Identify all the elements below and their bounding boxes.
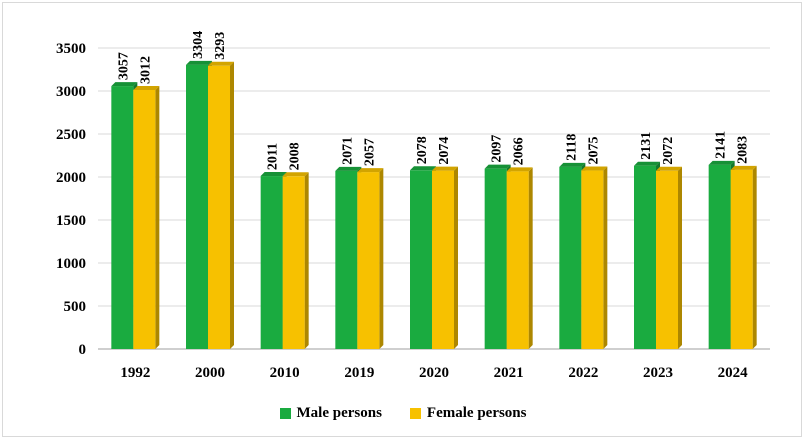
- bar-side: [230, 61, 234, 349]
- data-label: 3293: [213, 32, 228, 60]
- bar-top: [357, 168, 384, 173]
- legend-item-female: Female persons: [409, 404, 527, 422]
- bar-side: [304, 172, 309, 349]
- bar-top: [634, 161, 660, 166]
- y-tick-label: 1500: [56, 213, 86, 229]
- data-label: 3057: [116, 52, 131, 80]
- bar-side: [454, 166, 458, 349]
- y-tick-label: 3500: [56, 41, 86, 57]
- bar: [260, 176, 283, 349]
- bar-top: [282, 172, 309, 177]
- bar: [634, 165, 656, 349]
- bar-side: [528, 167, 533, 349]
- data-label: 2066: [512, 137, 527, 165]
- bar: [282, 176, 305, 349]
- x-tick-label: 2022: [568, 365, 598, 381]
- bar: [357, 172, 380, 349]
- y-tick-label: 1000: [56, 256, 86, 272]
- legend-swatch-female: [409, 407, 421, 419]
- bar: [581, 170, 604, 349]
- bar: [656, 170, 678, 349]
- bar: [410, 170, 432, 349]
- data-label: 2141: [714, 131, 729, 159]
- data-label: 2118: [564, 134, 579, 161]
- legend-swatch-male: [279, 407, 291, 419]
- bar-top: [133, 85, 160, 90]
- x-tick-label: 2010: [270, 365, 300, 381]
- data-label: 2071: [340, 137, 355, 165]
- x-tick-label: 2021: [494, 365, 524, 381]
- data-label: 2008: [288, 142, 303, 170]
- bar-top: [559, 162, 586, 167]
- bar-top: [335, 166, 362, 171]
- bar-top: [208, 61, 234, 66]
- bar-side: [155, 85, 160, 349]
- bar: [730, 169, 753, 349]
- bar: [559, 166, 582, 349]
- bar: [708, 164, 731, 349]
- chart-frame: [2, 2, 802, 437]
- x-tick-label: 2019: [344, 365, 374, 381]
- bar: [484, 168, 507, 349]
- bar: [133, 89, 156, 349]
- data-label: 2057: [362, 138, 377, 166]
- bar-top: [708, 160, 735, 165]
- bar: [506, 171, 529, 349]
- x-tick-label: 2024: [718, 365, 749, 381]
- bar-top: [484, 164, 511, 169]
- bar: [111, 86, 134, 350]
- bar-side: [678, 166, 682, 349]
- data-label: 2075: [586, 137, 601, 165]
- legend-label-female: Female persons: [426, 404, 527, 421]
- data-label: 2072: [661, 137, 676, 165]
- bar-side: [603, 166, 608, 349]
- data-label: 2011: [266, 143, 281, 170]
- data-label: 2131: [639, 132, 654, 160]
- data-label: 2097: [490, 135, 505, 163]
- bar-top: [111, 82, 138, 87]
- y-tick-label: 2000: [56, 170, 86, 186]
- bar-top: [186, 60, 212, 65]
- bar-side: [379, 168, 384, 349]
- data-label: 2074: [437, 137, 452, 165]
- bar-top: [432, 166, 458, 171]
- bar: [186, 64, 208, 349]
- x-tick-label: 2000: [195, 365, 225, 381]
- data-label: 2078: [415, 136, 430, 164]
- data-label: 2083: [736, 136, 751, 164]
- legend: Male persons Female persons: [0, 398, 806, 428]
- x-tick-label: 2020: [419, 365, 449, 381]
- bar-top: [581, 166, 608, 171]
- x-tick-label: 2023: [643, 365, 673, 381]
- legend-item-male: Male persons: [279, 404, 382, 422]
- bar-top: [506, 167, 533, 172]
- data-label: 3304: [191, 31, 206, 59]
- bar: [208, 65, 230, 349]
- legend-label-male: Male persons: [296, 404, 382, 421]
- y-tick-label: 2500: [56, 127, 86, 143]
- data-label: 3012: [138, 56, 153, 84]
- bar-top: [656, 166, 682, 171]
- bar-top: [410, 166, 436, 171]
- y-tick-label: 500: [64, 299, 87, 315]
- y-tick-label: 3000: [56, 84, 86, 100]
- bar-top: [260, 172, 287, 177]
- x-tick-label: 1992: [120, 365, 150, 381]
- bar-top: [730, 165, 757, 170]
- bar: [432, 170, 454, 349]
- bar-side: [752, 165, 757, 349]
- bar: [335, 170, 358, 349]
- y-tick-label: 0: [79, 342, 87, 358]
